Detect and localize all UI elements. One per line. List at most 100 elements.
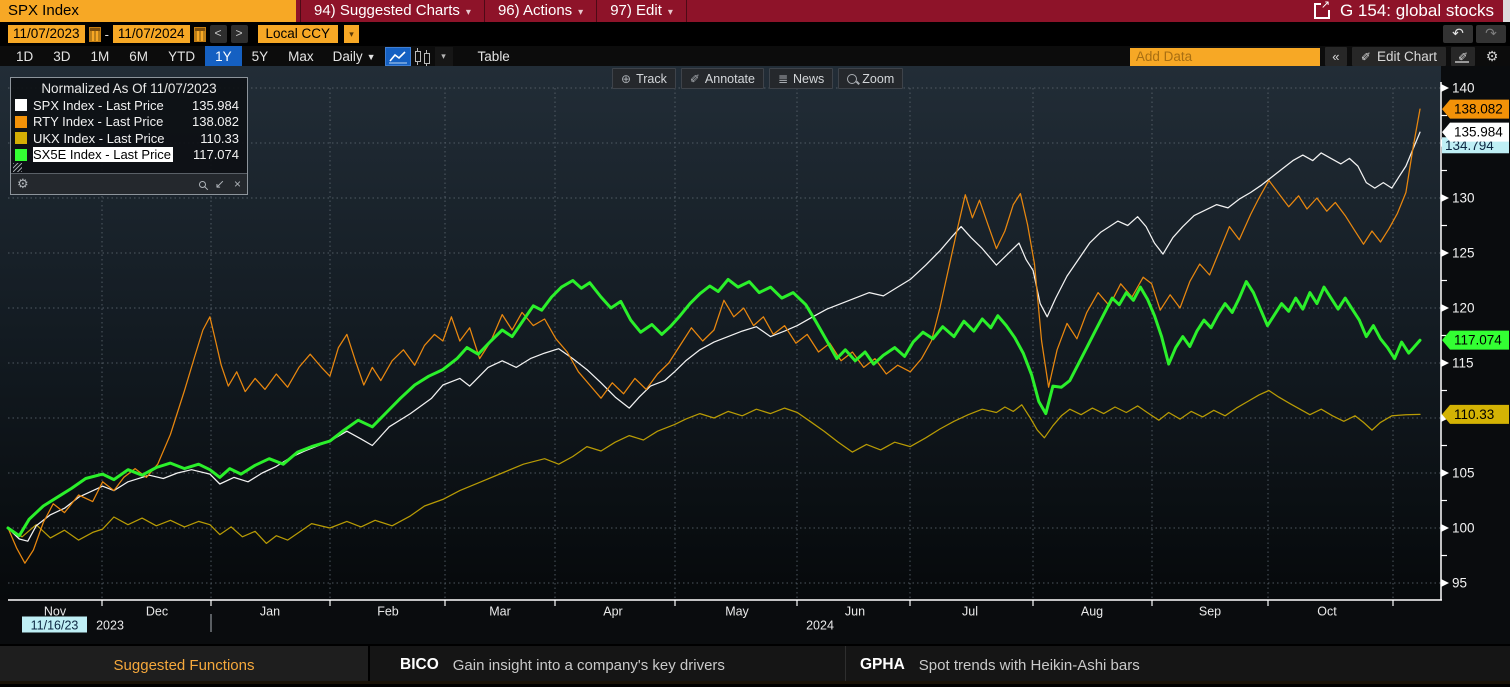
price-chart[interactable]: 95100105110115120125130135140NovDecJanFe… — [0, 66, 1510, 645]
pin-icon[interactable] — [197, 179, 208, 189]
period-tab-5y[interactable]: 5Y — [251, 49, 269, 64]
menu-edit[interactable]: 97) Edit ▾ — [596, 0, 687, 22]
news-button[interactable]: ≣ News — [768, 68, 834, 89]
period-tab-1d[interactable]: 1D — [16, 49, 34, 64]
undo-button[interactable]: ↶ — [1443, 25, 1473, 43]
collapse-panel-button[interactable]: « — [1324, 47, 1347, 66]
svg-text:95: 95 — [1452, 576, 1467, 591]
series-label: SX5E Index - Last Price — [33, 147, 174, 163]
date-to-input[interactable]: 11/07/2024 — [112, 25, 190, 43]
series-line — [7, 389, 1421, 545]
series-label: UKX Index - Last Price — [33, 130, 165, 146]
edit-chart-button[interactable]: ✐ Edit Chart — [1351, 47, 1446, 66]
series-last-value: 117.074 — [192, 147, 239, 163]
year-label: 2024 — [806, 619, 834, 633]
suggestion-gpha[interactable]: GPHA Spot trends with Heikin-Ashi bars — [845, 646, 1505, 684]
chart-settings-icon[interactable]: ✐ — [1451, 47, 1475, 66]
frequency-select[interactable]: Daily ▼ — [332, 49, 376, 64]
zoom-button[interactable]: Zoom — [838, 68, 904, 89]
last-value-badge — [1442, 404, 1509, 424]
svg-text:110.33: 110.33 — [1454, 407, 1494, 422]
table-button[interactable]: Table — [477, 49, 510, 64]
redo-button[interactable]: ↷ — [1476, 25, 1506, 43]
series-color-swatch — [15, 115, 27, 128]
calendar-icon[interactable] — [193, 26, 206, 42]
last-value-badge — [1442, 99, 1509, 119]
series-last-value: 138.082 — [192, 114, 239, 130]
chart-legend[interactable]: Normalized As Of 11/07/2023 SPX Index - … — [10, 77, 248, 195]
menu-bar: 94) Suggested Charts ▾ 96) Actions ▾ 97) E… — [300, 0, 687, 22]
legend-item[interactable]: RTY Index - Last Price 138.082 — [11, 114, 247, 131]
chevron-down-icon: ▾ — [667, 7, 673, 18]
prev-period-button[interactable]: < — [209, 25, 227, 43]
launchpad-page: ↗ G 154: global stocks — [1313, 0, 1494, 22]
legend-item[interactable]: UKX Index - Last Price 110.33 — [11, 130, 247, 147]
date-from-input[interactable]: 11/07/2023 — [8, 25, 85, 43]
chevron-down-icon[interactable]: ▾ — [344, 25, 360, 43]
period-tab-1y[interactable]: 1Y — [205, 46, 242, 67]
svg-text:140: 140 — [1452, 81, 1475, 96]
menu-suggested-charts[interactable]: 94) Suggested Charts ▾ — [300, 0, 484, 22]
period-tab-max[interactable]: Max — [288, 49, 314, 64]
svg-text:138.082: 138.082 — [1454, 102, 1503, 117]
track-date-badge — [22, 616, 87, 633]
add-data-input[interactable] — [1129, 47, 1320, 66]
date-toolbar: 11/07/2023 - 11/07/2024 < > Local CCY ▾ … — [0, 24, 1510, 44]
dock-arrow-icon[interactable]: ↙ — [214, 177, 225, 191]
function-code: BICO — [400, 656, 439, 673]
svg-text:130: 130 — [1452, 191, 1475, 206]
calendar-icon[interactable] — [88, 26, 101, 42]
month-label: Jul — [962, 605, 978, 619]
chart-toolbar: 1D 3D 1M 6M YTD 1Y 5Y Max Daily▼ ▾ Table « ✐Edit C… — [0, 46, 1510, 67]
period-tab-3d[interactable]: 3D — [53, 49, 71, 64]
series-last-value: 135.984 — [192, 97, 239, 113]
gear-icon[interactable]: ⚙ — [1485, 48, 1499, 64]
close-icon[interactable]: × — [233, 177, 241, 191]
title-bar: 94) Suggested Charts ▾ 96) Actions ▾ 97) E… — [0, 0, 1510, 22]
series-label: RTY Index - Last Price — [33, 114, 164, 130]
legend-title: Normalized As Of 11/07/2023 — [41, 81, 217, 96]
month-label: Jan — [260, 605, 280, 619]
period-tab-ytd[interactable]: YTD — [168, 49, 196, 64]
series-color-swatch — [15, 132, 27, 145]
legend-item[interactable]: SPX Index - Last Price 135.984 — [11, 97, 247, 114]
series-line — [6, 277, 1422, 538]
svg-text:120: 120 — [1452, 301, 1475, 316]
svg-text:117.074: 117.074 — [1454, 333, 1502, 348]
function-desc: Spot trends with Heikin-Ashi bars — [918, 656, 1140, 674]
window-edge — [1503, 0, 1510, 22]
suggested-functions-bar: Suggested Functions BICO Gain insight in… — [0, 644, 1510, 684]
month-label: Nov — [44, 605, 67, 619]
export-icon[interactable]: ↗ — [1313, 0, 1330, 19]
magnifier-icon — [847, 73, 858, 84]
menu-actions[interactable]: 96) Actions ▾ — [483, 0, 596, 22]
resize-handle[interactable] — [13, 163, 22, 172]
svg-text:125: 125 — [1452, 246, 1475, 261]
legend-item[interactable]: SX5E Index - Last Price 117.074 — [11, 147, 247, 164]
series-color-swatch — [15, 99, 27, 112]
line-chart-type-button[interactable] — [384, 47, 411, 66]
gear-icon[interactable]: ⚙ — [17, 176, 29, 191]
svg-text:135.984: 135.984 — [1454, 125, 1503, 140]
period-tab-6m[interactable]: 6M — [129, 49, 149, 64]
last-value-badge — [1442, 122, 1509, 142]
next-period-button[interactable]: > — [230, 25, 248, 43]
period-tab-1m[interactable]: 1M — [90, 49, 110, 64]
currency-select[interactable]: Local CCY — [257, 25, 339, 43]
track-button[interactable]: ⊕ Track — [612, 68, 676, 89]
footer-strip — [0, 681, 1510, 684]
month-label: Sep — [1199, 605, 1221, 619]
series-label: SPX Index - Last Price — [33, 97, 164, 113]
chart-tools: ⊕ Track ✐ Annotate ≣ News Zoom — [612, 68, 904, 89]
month-label: May — [725, 605, 749, 619]
annotate-button[interactable]: ✐ Annotate — [680, 68, 764, 89]
suggestion-bico[interactable]: BICO Gain insight into a company's key d… — [370, 646, 845, 684]
security-ticker-field[interactable]: SPX Index — [0, 0, 296, 22]
candlestick-chart-type-button[interactable] — [411, 47, 435, 67]
chevron-down-icon: ▾ — [578, 7, 584, 18]
month-label: Mar — [489, 605, 511, 619]
chart-type-dropdown[interactable]: ▾ — [434, 47, 453, 66]
function-desc: Gain insight into a company's key driver… — [452, 656, 725, 674]
month-label: Aug — [1081, 605, 1103, 619]
